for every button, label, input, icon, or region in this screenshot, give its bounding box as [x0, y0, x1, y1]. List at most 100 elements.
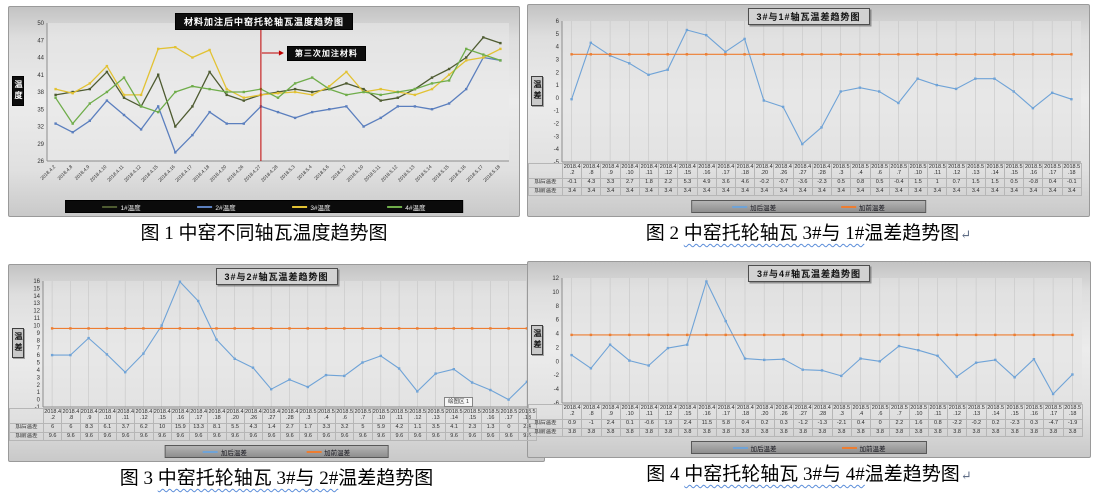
table-date-cell: 2018.4.20	[754, 163, 775, 179]
figure-number: 图 3	[119, 468, 158, 489]
table-value-cell: 9.6	[261, 431, 282, 442]
table-date-cell: 2018.5.11	[389, 408, 410, 424]
table-value-cell: 3.8	[581, 427, 602, 438]
table-date-cell: 2018.4.28	[812, 404, 833, 420]
table-value-cell: 9.6	[97, 431, 118, 442]
table-value-cell: 3.6	[715, 177, 736, 188]
figure-number: 图 4	[646, 464, 685, 485]
table-date-cell: 2018.5.17	[1043, 404, 1064, 420]
table-date-cell: 2018.4.17	[188, 408, 209, 424]
table-value-cell: 3.7	[115, 422, 136, 433]
svg-text:2018.4.9: 2018.4.9	[74, 164, 92, 182]
table-value-cell: 9.6	[243, 431, 264, 442]
table-value-cell: 3.8	[966, 427, 987, 438]
legend-label: 加后温差	[220, 449, 247, 457]
table-value-cell: 3.8	[985, 427, 1006, 438]
table-corner-cell	[528, 404, 563, 420]
chart-legend: 加后温差 加前温差	[690, 441, 928, 454]
table-date-cell: 2018.4.9	[79, 408, 99, 424]
table-value-cell: 9.6	[225, 431, 245, 442]
legend-label: 加前温差	[859, 445, 886, 453]
chart-data-table: 2018.4.2 2018.4.8 2018.4.9 2018.4.10 2018.4.…	[528, 163, 1082, 197]
table-value-cell: 2.4	[677, 418, 698, 429]
table-value-cell: -0.2	[754, 177, 775, 188]
table-value-cell: 3.4	[869, 186, 890, 197]
table-value-cell: 0	[499, 422, 519, 433]
table-date-cell: 2018.4.10	[619, 163, 640, 179]
table-value-cell: 2.2	[658, 177, 679, 188]
table-value-cell: 3.4	[811, 186, 833, 197]
table-date-cell: 2018.5.4	[850, 163, 871, 179]
table-value-cell: 1.5	[984, 177, 1006, 188]
chart-legend: 1#温度 2#温度 3#温度 4#温度	[65, 200, 463, 213]
table-value-cell: 3.4	[907, 186, 929, 197]
annotation-label: 第三次加注材料	[286, 46, 366, 61]
table-value-cell: 9.6	[389, 431, 410, 442]
table-date-cell: 2018.4.20	[754, 404, 775, 420]
table-value-cell: 1.9	[658, 418, 679, 429]
table-value-cell: 3.8	[792, 427, 814, 438]
table-row-label: 加后温差	[528, 418, 563, 429]
table-value-cell: 3.4	[850, 186, 871, 197]
svg-text:2: 2	[556, 345, 560, 351]
table-value-cell: 9.6	[462, 431, 483, 442]
table-value-cell: 3.4	[984, 186, 1006, 197]
table-row-label: 加前温差	[528, 186, 563, 197]
chart-plot-svg: 6 5 4 3 2 1 0 -1 -2 -3 -4 -5	[554, 19, 1081, 164]
legend-item: 加后温差	[732, 202, 776, 212]
table-value-cell: 4.1	[444, 422, 464, 433]
svg-text:-3: -3	[554, 134, 560, 140]
svg-text:2018.5.11: 2018.5.11	[363, 164, 382, 183]
legend-label: 加后温差	[750, 204, 777, 212]
table-date-cell: 2018.4.2	[561, 404, 583, 420]
table-date-cell: 2018.5.15	[462, 408, 483, 424]
table-value-cell: 3.4	[1004, 186, 1025, 197]
table-value-cell: 5.8	[715, 418, 737, 429]
table-value-cell: -1.3	[812, 418, 833, 429]
table-value-cell: 1.5	[965, 177, 986, 188]
table-date-cell: 2018.5.6	[334, 408, 355, 424]
table-value-cell: 3.4	[581, 186, 602, 197]
chart-4-canvas: 12 10 8 6 4 2 0 -2 -4 -6 3#与4#轴瓦温差趋势图 温差 2018.4.2 201…	[527, 261, 1091, 458]
table-value-cell: 1.3	[480, 422, 501, 433]
figure-2-caption: 图 2 中窑托轮轴瓦 3#与 1#温差趋势图↵	[527, 222, 1090, 246]
table-date-cell: 2018.4.10	[97, 408, 118, 424]
table-date-cell: 2018.5.13	[965, 163, 986, 179]
table-value-cell: 5.9	[371, 422, 391, 433]
chart-3-canvas: 16 15 14 13 12 11 10 9 8 7 6 5 4 3 2 1 0 -1 3#与2#轴瓦温差趋势图 温差…	[8, 264, 545, 462]
chart-legend: 加后温差 加前温差	[690, 200, 927, 213]
svg-text:2018.5.12: 2018.5.12	[380, 164, 400, 184]
table-date-cell: 2018.5.14	[444, 408, 464, 424]
table-value-cell: 9.6	[280, 431, 300, 442]
svg-text:16: 16	[33, 279, 40, 285]
table-value-cell: 3.4	[1061, 186, 1082, 197]
table-date-cell: 2018.4.15	[152, 408, 172, 424]
table-date-cell: 2018.5.11	[927, 163, 948, 179]
legend-label: 加后温差	[750, 445, 777, 453]
table-date-cell: 2018.4.11	[115, 408, 136, 424]
table-value-cell: 3.8	[850, 427, 872, 438]
svg-text:29: 29	[37, 142, 44, 148]
table-value-cell: -0.7	[773, 177, 794, 188]
svg-text:2018.5.4: 2018.5.4	[296, 164, 314, 182]
table-value-cell: 3.8	[1023, 427, 1045, 438]
svg-text:2018.4.15: 2018.4.15	[140, 164, 160, 184]
chart-1-canvas: 50 47 44 41 38 35 32 29 26 2018.4.2 2018.4.8 2018.4…	[8, 6, 520, 217]
svg-text:2018.5.7: 2018.5.7	[330, 164, 348, 182]
chart-title: 3#与2#轴瓦温差趋势图	[215, 268, 338, 285]
table-value-cell: 9.6	[152, 431, 172, 442]
y-axis-label: 温差	[531, 324, 543, 355]
table-value-cell: 3.8	[715, 427, 737, 438]
svg-text:10: 10	[552, 290, 559, 296]
table-date-cell: 2018.4.11	[638, 404, 660, 420]
table-date-cell: 2018.4.26	[243, 408, 264, 424]
svg-text:2018.4.28: 2018.4.28	[260, 164, 280, 184]
table-value-cell: 9.6	[61, 431, 81, 442]
table-date-cell: 2018.4.8	[581, 404, 602, 420]
table-date-cell: 2018.5.6	[869, 404, 891, 420]
svg-text:35: 35	[37, 107, 44, 113]
table-date-cell: 2018.5.13	[426, 408, 446, 424]
caption-wavy-text: 中窑托轮轴瓦 3#与 1#	[683, 223, 865, 244]
svg-text:5: 5	[37, 361, 41, 367]
table-value-cell: -0.1	[561, 177, 583, 188]
